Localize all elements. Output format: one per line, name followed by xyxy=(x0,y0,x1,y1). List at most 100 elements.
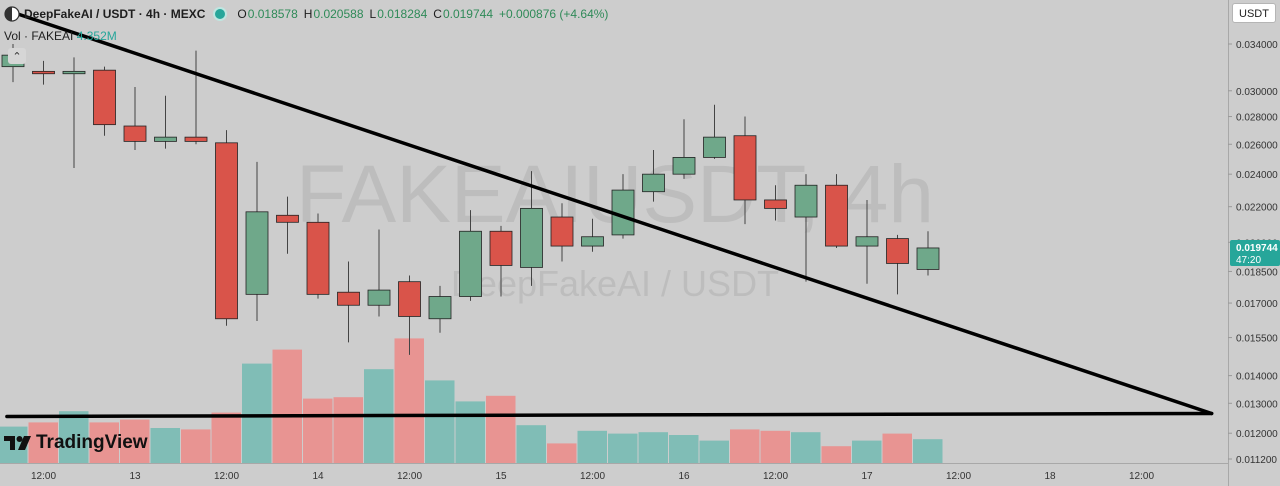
watermark-pair: DeepFakeAI / USDT xyxy=(451,263,779,304)
collapse-chevron-up-icon[interactable]: ⌃ xyxy=(8,48,26,64)
candle-body xyxy=(154,136,177,142)
tradingview-logo-icon xyxy=(4,436,31,450)
candle xyxy=(367,229,391,317)
candle-body xyxy=(550,216,574,247)
candle-body xyxy=(62,70,86,75)
time-tick-label: 18 xyxy=(1044,471,1056,482)
candle-body xyxy=(215,142,238,320)
candle-body xyxy=(886,238,909,264)
candle xyxy=(886,234,909,295)
time-tick-label: 17 xyxy=(861,471,873,482)
time-tick-label: 15 xyxy=(495,471,507,482)
price-tick-label: 0.018500 xyxy=(1236,267,1278,278)
time-tick-label: 12:00 xyxy=(946,471,971,482)
volume-bar xyxy=(577,430,607,463)
volume-bar xyxy=(455,401,485,463)
candle-body xyxy=(825,184,848,247)
volume-bar xyxy=(882,433,912,463)
time-tick-label: 13 xyxy=(129,471,141,482)
candle-body xyxy=(855,236,879,247)
candle-body xyxy=(184,136,208,142)
close-value: 0.019744 xyxy=(442,7,493,21)
candle-body xyxy=(398,281,421,317)
volume-bar xyxy=(608,433,638,463)
volume-bar xyxy=(486,395,516,463)
candle-body xyxy=(672,157,696,175)
volume-bar xyxy=(821,446,851,463)
candle xyxy=(672,119,696,179)
volume-bar xyxy=(89,422,119,463)
candle-body xyxy=(581,236,604,247)
volume-bar xyxy=(791,432,821,463)
candle-body xyxy=(32,70,55,75)
candle xyxy=(794,174,818,282)
currency-button[interactable]: USDT xyxy=(1232,3,1276,23)
candle xyxy=(154,95,177,149)
candle-body xyxy=(916,247,940,270)
candle xyxy=(428,285,452,333)
price-tick-label: 0.011200 xyxy=(1236,455,1277,466)
volume-bar xyxy=(760,430,790,463)
candle xyxy=(62,57,86,168)
symbol-title[interactable]: DeepFakeAI / USDT · 4h · MEXC xyxy=(24,7,206,21)
volume-bar xyxy=(181,429,211,463)
time-tick-label: 12:00 xyxy=(214,471,239,482)
candle xyxy=(916,231,940,276)
candle xyxy=(93,66,116,136)
open-value: 0.018578 xyxy=(247,7,298,21)
last-price-tag-bg xyxy=(1230,240,1280,266)
volume-bar xyxy=(516,425,546,463)
volume-label: Vol · FAKEAI xyxy=(4,29,74,43)
candle xyxy=(581,218,604,252)
trendlines[interactable] xyxy=(5,10,1214,419)
time-tick-label: 12:00 xyxy=(580,471,605,482)
candle-body xyxy=(306,221,330,295)
candle-body xyxy=(642,173,665,193)
price-tick-label: 0.014000 xyxy=(1236,372,1278,383)
volume-bar xyxy=(547,443,577,463)
time-tick-label: 12:00 xyxy=(397,471,422,482)
price-tick-label: 0.030000 xyxy=(1236,87,1278,98)
candle xyxy=(459,210,482,301)
symbol-legend[interactable]: DeepFakeAI / USDT · 4h · MEXC O 0.018578… xyxy=(4,5,614,23)
low-label: L xyxy=(369,7,377,21)
low-value: 0.018284 xyxy=(377,7,428,21)
candle xyxy=(489,225,513,297)
volume-bar xyxy=(730,429,760,463)
volume-bar xyxy=(852,440,882,463)
volume-bar xyxy=(913,439,943,463)
volume-bars xyxy=(0,338,943,463)
volume-bar xyxy=(333,397,363,463)
candle-body xyxy=(703,136,726,158)
candle-body xyxy=(520,207,543,268)
tradingview-logo[interactable]: TradingView xyxy=(4,432,148,454)
price-tick-label: 0.026000 xyxy=(1236,140,1278,151)
candle xyxy=(306,213,330,299)
candle xyxy=(184,50,208,145)
trendline[interactable] xyxy=(11,10,1214,416)
volume-bar xyxy=(150,428,180,463)
volume-legend[interactable]: Vol · FAKEAI 4.352M xyxy=(4,29,117,43)
candle-body xyxy=(733,135,757,201)
volume-bar xyxy=(638,432,668,463)
price-tick-label: 0.034000 xyxy=(1236,40,1278,51)
candle-body xyxy=(337,291,360,306)
volume-bar xyxy=(120,419,150,463)
candle xyxy=(825,174,848,248)
time-tick-label: 12:00 xyxy=(31,471,56,482)
price-tick-label: 0.028000 xyxy=(1236,113,1278,124)
candle xyxy=(855,199,879,284)
deepfakeai-logo-icon xyxy=(4,6,20,22)
candle-body xyxy=(428,296,452,320)
candle xyxy=(337,261,360,343)
volume-value: 4.352M xyxy=(76,29,117,43)
trendline[interactable] xyxy=(5,411,1214,419)
price-tick-label: 0.017000 xyxy=(1236,299,1278,310)
candle xyxy=(520,171,543,286)
time-axis-ticks[interactable]: 12:00 13 12:00 14 12:00 15 12:00 16 12:00 17 12:00… xyxy=(31,471,1154,482)
price-tick-label: 0.022000 xyxy=(1236,203,1278,214)
candle-body xyxy=(93,69,116,126)
volume-bar xyxy=(272,349,302,463)
candle xyxy=(703,104,726,159)
